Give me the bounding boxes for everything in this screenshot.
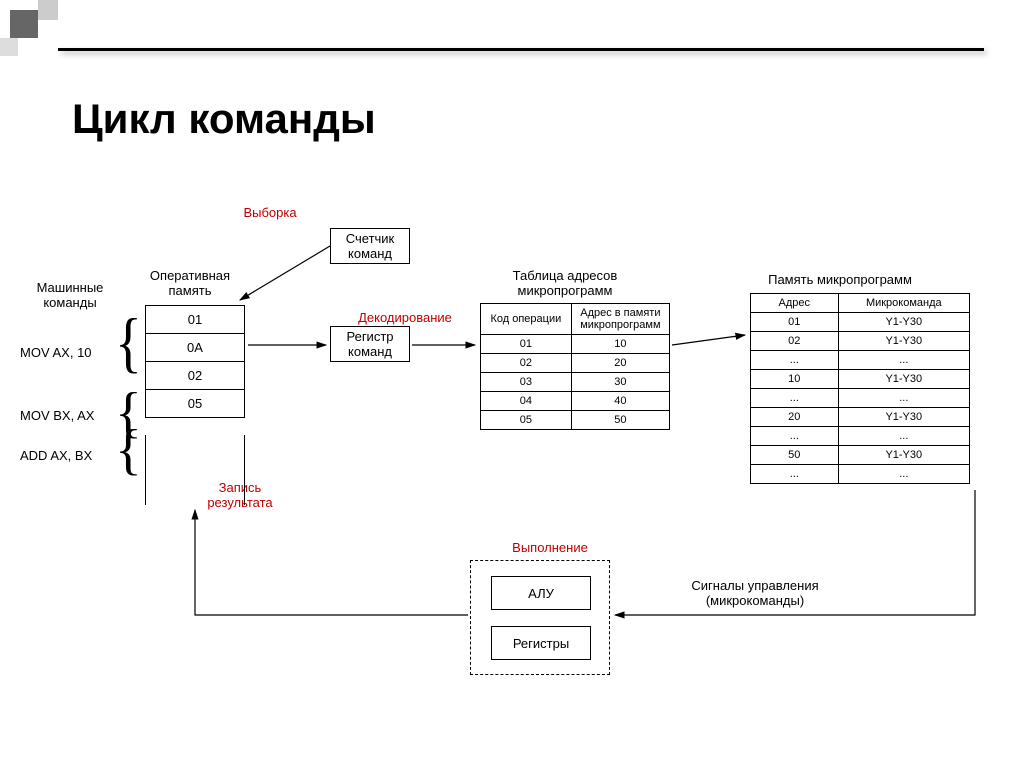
micro-cell: ... [838,389,969,408]
registers-box: Регистры [491,626,591,660]
micro-cell: ... [838,465,969,484]
execute-unit: АЛУ Регистры [470,560,610,675]
addr-cell: 03 [481,373,572,392]
page-title: Цикл команды [72,95,376,143]
ram-cell: 0A [146,334,245,362]
micro-cell: ... [751,427,839,446]
label-machine-commands: Машинные команды [25,280,115,310]
micro-cell: Y1-Y30 [838,332,969,351]
instruction-register-box: Регистр команд [330,326,410,362]
label-fetch: Выборка [230,205,310,220]
micro-h2: Микрокоманда [838,294,969,313]
addr-cell: 04 [481,392,572,411]
micro-cell: 20 [751,408,839,427]
micro-cell: Y1-Y30 [838,446,969,465]
address-table: Код операции Адрес в памяти микропрограм… [480,303,670,430]
micro-cell: 01 [751,313,839,332]
addr-cell: 20 [571,354,669,373]
brace-3: { [115,422,142,478]
micro-cell: ... [751,465,839,484]
label-signals: Сигналы управления (микрокоманды) [655,578,855,608]
micro-cell: ... [751,389,839,408]
addr-cell: 40 [571,392,669,411]
micro-cell: ... [751,351,839,370]
addr-cell: 50 [571,411,669,430]
ram-cell: 02 [146,362,245,390]
asm-line-1: MOV AX, 10 [20,345,110,360]
micro-cell: Y1-Y30 [838,370,969,389]
micro-cell: 02 [751,332,839,351]
micro-cell: ... [838,427,969,446]
label-addr-table: Таблица адресов микропрограмм [485,268,645,298]
asm-line-3: ADD AX, BX [20,448,110,463]
asm-line-2: MOV BX, AX [20,408,110,423]
label-micro-mem: Память микропрограмм [740,272,940,287]
addr-cell: 01 [481,335,572,354]
micro-cell: ... [838,351,969,370]
addr-table-h1: Код операции [481,304,572,335]
micro-h1: Адрес [751,294,839,313]
brace-1: { [115,309,142,376]
addr-table-h2: Адрес в памяти микропрограмм [571,304,669,335]
label-execute: Выполнение [500,540,600,555]
addr-cell: 10 [571,335,669,354]
ram-cell: 05 [146,390,245,418]
addr-cell: 02 [481,354,572,373]
micro-cell: 50 [751,446,839,465]
program-counter-box: Счетчик команд [330,228,410,264]
microprogram-table: Адрес Микрокоманда 01Y1-Y30 02Y1-Y30 ...… [750,293,970,484]
micro-cell: 10 [751,370,839,389]
micro-cell: Y1-Y30 [838,408,969,427]
ram-cell: 01 [146,306,245,334]
diagram-area: Машинные команды Оперативная память Выбо… [20,190,1004,747]
alu-box: АЛУ [491,576,591,610]
addr-cell: 30 [571,373,669,392]
ram-extension [145,435,245,505]
ram-table: 01 0A 02 05 [145,305,245,418]
label-ram: Оперативная память [135,268,245,298]
top-divider [58,48,984,51]
label-decode: Декодирование [350,310,460,325]
addr-cell: 05 [481,411,572,430]
micro-cell: Y1-Y30 [838,313,969,332]
